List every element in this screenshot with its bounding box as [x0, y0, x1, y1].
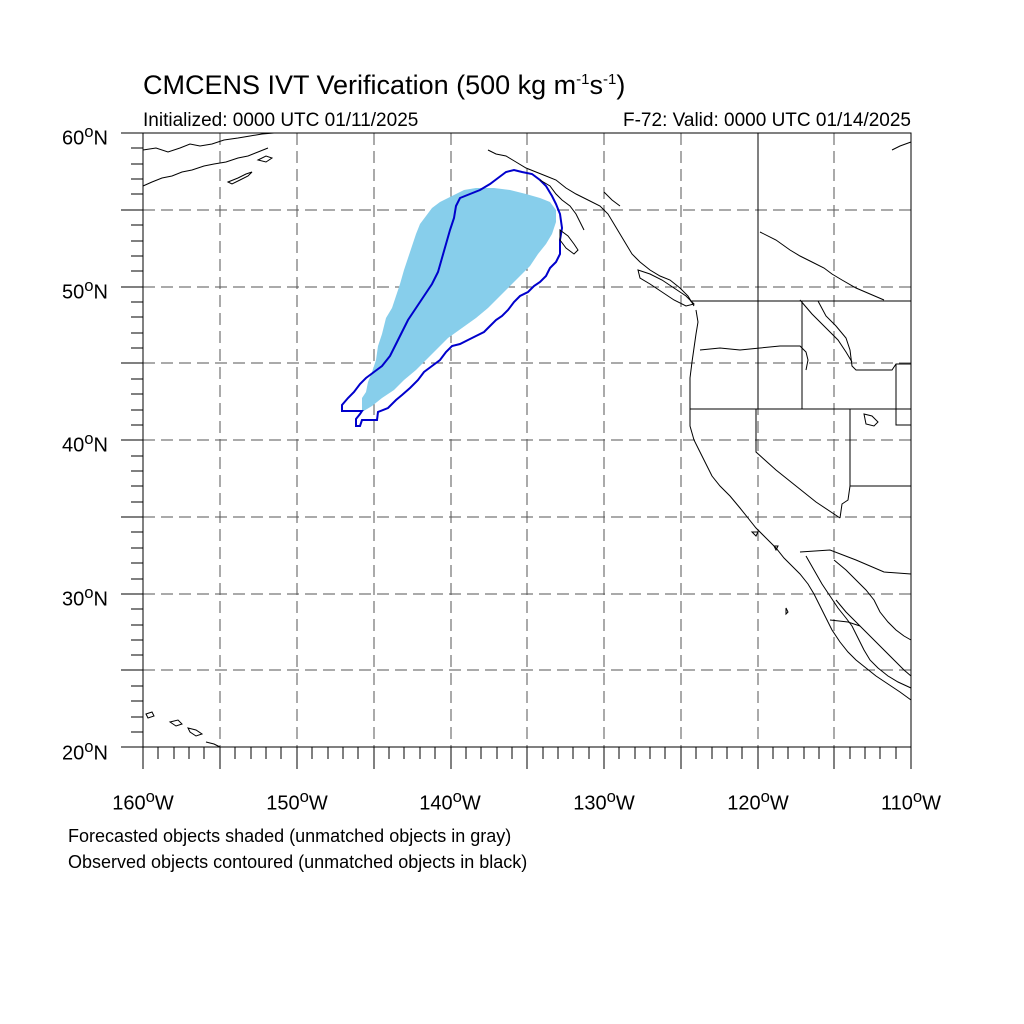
- lon-label-120: 120oW: [727, 787, 789, 815]
- lon-label-160: 160oW: [112, 787, 174, 815]
- lat-label-60: 60oN: [62, 122, 108, 150]
- note-observed: Observed objects contoured (unmatched ob…: [68, 852, 528, 872]
- note-forecast: Forecasted objects shaded (unmatched obj…: [68, 826, 512, 846]
- lon-label-140: 140oW: [419, 787, 481, 815]
- coastlines: [142, 132, 912, 748]
- lat-label-20: 20oN: [62, 737, 108, 765]
- valid-label: F-72: Valid: 0000 UTC 01/14/2025: [623, 110, 911, 131]
- lon-label-150: 150oW: [266, 787, 328, 815]
- lon-label-110: 110oW: [880, 787, 942, 815]
- lat-label-40: 40oN: [62, 429, 108, 457]
- lat-label-50: 50oN: [62, 276, 108, 304]
- map-title: CMCENS IVT Verification (500 kg m-1s-1): [143, 70, 626, 100]
- graticule: [143, 133, 911, 747]
- forecast-object: [362, 188, 556, 412]
- tick-marks: [121, 132, 912, 769]
- lat-label-30: 30oN: [62, 583, 108, 611]
- observed-contour: [341, 168, 564, 427]
- initialized-label: Initialized: 0000 UTC 01/11/2025: [143, 110, 419, 131]
- lon-label-130: 130oW: [573, 787, 635, 815]
